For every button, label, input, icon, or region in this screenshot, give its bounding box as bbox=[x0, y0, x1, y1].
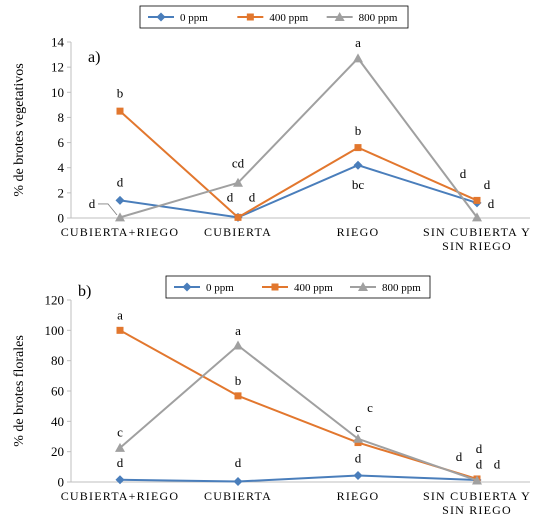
significance-letter: d bbox=[456, 449, 463, 464]
data-point bbox=[353, 470, 363, 480]
significance-letter: c bbox=[355, 420, 361, 435]
significance-letter: d bbox=[476, 441, 483, 456]
x-tick-label: CUBIERTA+RIEGO bbox=[61, 489, 180, 503]
legend-marker bbox=[271, 283, 279, 291]
x-tick-label: SIN CUBIERTA Y bbox=[423, 489, 531, 503]
y-tick-label: 6 bbox=[58, 135, 65, 150]
y-tick-label: 8 bbox=[58, 110, 65, 125]
significance-letter: b bbox=[355, 123, 362, 138]
data-point bbox=[234, 392, 242, 400]
significance-letter: d bbox=[460, 166, 467, 181]
significance-letter: c bbox=[367, 400, 373, 415]
significance-letter: a bbox=[355, 35, 361, 50]
data-point bbox=[472, 212, 482, 222]
y-tick-label: 4 bbox=[58, 160, 65, 175]
data-point bbox=[473, 196, 481, 204]
significance-letter: a bbox=[117, 308, 123, 323]
significance-letter: d bbox=[235, 455, 242, 470]
annotation-leader bbox=[98, 203, 118, 216]
legend-marker bbox=[182, 282, 192, 292]
legend-entry: 800 ppm bbox=[382, 282, 421, 294]
significance-letter: a bbox=[235, 323, 241, 338]
y-tick-label: 100 bbox=[45, 323, 65, 338]
y-tick-label: 10 bbox=[51, 85, 64, 100]
significance-letter: d bbox=[249, 190, 256, 205]
x-tick-label: CUBIERTA bbox=[204, 225, 272, 239]
significance-letter: b bbox=[235, 373, 242, 388]
significance-letter: d bbox=[227, 190, 234, 205]
data-point bbox=[472, 475, 482, 485]
y-tick-label: 14 bbox=[51, 35, 65, 50]
y-tick-label: 12 bbox=[51, 60, 64, 75]
data-point bbox=[234, 213, 242, 221]
series-line bbox=[119, 56, 478, 219]
significance-letter: d bbox=[89, 196, 96, 211]
legend-box bbox=[139, 5, 409, 29]
data-point bbox=[115, 442, 125, 452]
x-tick-label: RIEGO bbox=[337, 225, 380, 239]
legend-entry: 0 ppm bbox=[180, 12, 208, 24]
series-line bbox=[119, 474, 478, 483]
significance-letter: b bbox=[117, 85, 124, 100]
x-tick-label: SIN RIEGO bbox=[442, 239, 512, 253]
panel-label: a) bbox=[88, 49, 100, 66]
significance-letter: d bbox=[117, 455, 124, 470]
data-point bbox=[116, 107, 124, 115]
y-tick-label: 80 bbox=[51, 353, 64, 368]
y-tick-label: 120 bbox=[45, 293, 65, 308]
data-point bbox=[115, 212, 125, 222]
y-axis-label: % de brotes florales bbox=[12, 335, 27, 447]
significance-letter: d bbox=[488, 196, 495, 211]
legend-marker bbox=[246, 13, 254, 21]
significance-letter: c bbox=[117, 425, 123, 440]
legend-entry: 400 ppm bbox=[269, 12, 308, 24]
y-tick-label: 40 bbox=[51, 414, 64, 429]
y-tick-label: 2 bbox=[58, 185, 65, 200]
significance-letter: bc bbox=[352, 177, 365, 192]
data-point bbox=[353, 160, 363, 170]
x-tick-label: CUBIERTA bbox=[204, 489, 272, 503]
x-tick-label: RIEGO bbox=[337, 489, 380, 503]
y-axis-label: % de brotes vegetativos bbox=[12, 63, 27, 196]
data-point bbox=[233, 340, 243, 350]
y-tick-label: 0 bbox=[58, 211, 65, 226]
series-line bbox=[119, 164, 478, 219]
data-point bbox=[353, 53, 363, 63]
data-point bbox=[354, 144, 362, 152]
significance-letter: d bbox=[484, 177, 491, 192]
y-tick-label: 20 bbox=[51, 444, 64, 459]
series-line bbox=[119, 344, 478, 482]
legend-box bbox=[165, 275, 431, 299]
legend-marker bbox=[334, 12, 345, 21]
x-tick-label: SIN CUBIERTA Y bbox=[423, 225, 531, 239]
significance-letter: cd bbox=[232, 156, 245, 171]
data-point bbox=[233, 177, 243, 187]
data-point bbox=[353, 433, 363, 443]
significance-letter: d bbox=[117, 175, 124, 190]
panel-label: b) bbox=[78, 283, 91, 300]
data-point bbox=[115, 475, 125, 485]
x-tick-label: CUBIERTA+RIEGO bbox=[61, 225, 180, 239]
x-tick-label: SIN RIEGO bbox=[442, 503, 512, 517]
significance-letter: d bbox=[494, 456, 501, 471]
legend-entry: 0 ppm bbox=[206, 282, 234, 294]
series-line bbox=[119, 329, 478, 480]
legend-entry: 400 ppm bbox=[294, 282, 333, 294]
legend-marker bbox=[156, 12, 166, 22]
series-line bbox=[119, 110, 478, 219]
y-tick-label: 0 bbox=[58, 475, 65, 490]
data-point bbox=[116, 326, 124, 334]
data-point bbox=[115, 195, 125, 205]
significance-letter: d bbox=[355, 450, 362, 465]
significance-letter: d bbox=[476, 456, 483, 471]
legend-marker bbox=[358, 282, 368, 291]
y-tick-label: 60 bbox=[51, 384, 64, 399]
legend-entry: 800 ppm bbox=[359, 12, 398, 24]
data-point bbox=[233, 477, 243, 487]
